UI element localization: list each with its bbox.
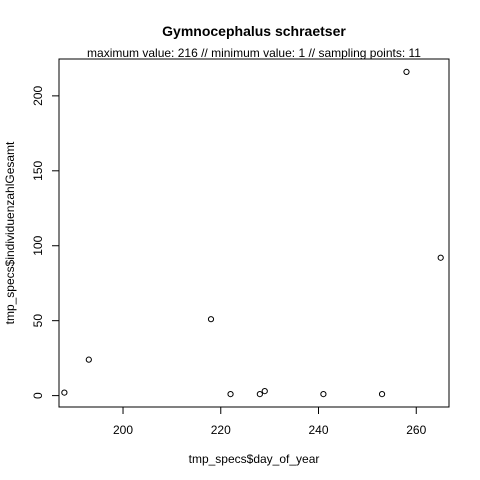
y-tick-label: 100 [31, 235, 45, 255]
data-point [256, 391, 263, 398]
chart-subtitle: maximum value: 216 // minimum value: 1 /… [87, 46, 421, 60]
data-point [261, 388, 268, 395]
x-tick-label: 200 [113, 423, 133, 437]
data-point [403, 68, 410, 75]
data-point [437, 254, 444, 261]
data-point [320, 391, 327, 398]
y-tick-label: 50 [31, 314, 45, 328]
x-tick-label: 260 [406, 423, 426, 437]
data-point [378, 391, 386, 398]
data-point [227, 391, 234, 398]
data-points [61, 68, 444, 398]
x-tick-label: 240 [308, 423, 328, 437]
chart-title: Gymnocephalus schraetser [162, 23, 346, 39]
y-tick-label: 150 [31, 160, 45, 180]
data-point [207, 316, 215, 323]
data-point [85, 356, 92, 363]
data-point [61, 389, 68, 396]
y-axis: 0 50 100 150 200 [31, 86, 60, 399]
x-tick-label: 220 [211, 423, 231, 437]
plot-frame [58, 58, 450, 408]
y-tick-label: 0 [31, 392, 45, 399]
y-tick-label: 200 [31, 86, 45, 106]
x-axis-label: tmp_specs$day_of_year [189, 452, 320, 466]
x-axis: 200 220 240 260 [113, 406, 427, 437]
y-axis-label: tmp_specs$individuenzahlGesamt [3, 141, 17, 324]
